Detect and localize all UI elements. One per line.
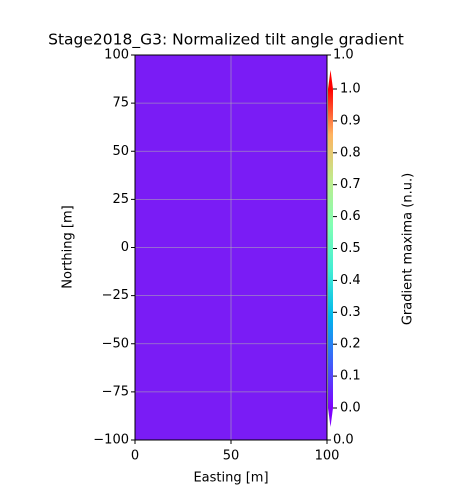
colorbar-tick-label: 1.0 xyxy=(340,82,361,97)
colorbar-tick-label: 0.2 xyxy=(340,337,361,352)
colorbar-tick-label: 0.6 xyxy=(340,209,361,224)
colorbar-end-label: 0.0 xyxy=(333,433,354,448)
y-tick-label: 100 xyxy=(104,48,129,63)
y-tick-label: −50 xyxy=(102,336,129,351)
y-tick-label: 0 xyxy=(121,240,129,255)
colorbar-label: Gradient maxima (n.u.) xyxy=(401,173,416,325)
y-tick-label: −75 xyxy=(102,384,129,399)
plot-frame xyxy=(134,54,328,441)
colorbar-tick-label: 0.1 xyxy=(340,369,361,384)
colorbar-extend-bottom xyxy=(328,408,333,427)
x-axis-label: Easting [m] xyxy=(193,471,268,486)
colorbar-tick-label: 0.4 xyxy=(340,273,361,288)
y-tick-label: 75 xyxy=(112,96,129,111)
y-axis-label: Northing [m] xyxy=(61,205,76,288)
colorbar xyxy=(328,89,333,408)
y-tick-label: −25 xyxy=(102,288,129,303)
colorbar-tick-label: 0.7 xyxy=(340,177,361,192)
x-tick-label: 50 xyxy=(223,449,240,464)
y-tick-label: 25 xyxy=(112,192,129,207)
colorbar-tick-label: 0.5 xyxy=(340,241,361,256)
y-tick-label: −100 xyxy=(93,433,129,448)
colorbar-extend-top xyxy=(328,70,333,89)
colorbar-tick-label: 0.9 xyxy=(340,113,361,128)
colorbar-tick-label: 0.8 xyxy=(340,145,361,160)
y-tick-label: 50 xyxy=(112,144,129,159)
x-tick-label: 0 xyxy=(131,449,139,464)
colorbar-tick-label: 0.3 xyxy=(340,305,361,320)
colorbar-end-label: 1.0 xyxy=(333,48,354,63)
colorbar-tick-label: 0.0 xyxy=(340,401,361,416)
chart-title: Stage2018_G3: Normalized tilt angle grad… xyxy=(48,31,404,50)
x-tick-label: 100 xyxy=(315,449,340,464)
